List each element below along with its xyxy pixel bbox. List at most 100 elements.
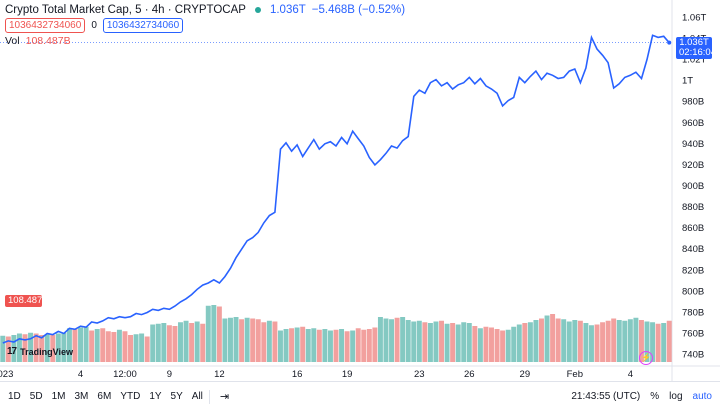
auto-toggle[interactable]: auto [692, 391, 712, 402]
volume-bar [5, 336, 11, 362]
input-high[interactable]: 1036432734060 [102, 18, 184, 33]
volume-bar [100, 328, 106, 362]
volume-bar [605, 320, 611, 362]
volume-bar [494, 329, 500, 362]
range-button-5y[interactable]: 5Y [170, 391, 183, 402]
y-tick-label: 860B [682, 223, 704, 234]
volume-bar [638, 320, 644, 362]
volume-bar [139, 333, 145, 362]
y-tick-label: 880B [682, 202, 704, 213]
range-button-1d[interactable]: 1D [8, 391, 21, 402]
volume-bar [461, 322, 467, 362]
volume-bar [205, 305, 211, 362]
log-toggle[interactable]: log [669, 391, 683, 402]
input-low[interactable]: 1036432734060 [5, 18, 86, 33]
range-button-5d[interactable]: 5D [29, 391, 43, 402]
volume-value: 108.487B [25, 35, 71, 47]
volume-bar [361, 329, 367, 362]
volume-bar [400, 317, 406, 362]
volume-bar [327, 330, 333, 362]
volume-bar [655, 323, 661, 362]
range-button-3m[interactable]: 3M [74, 391, 89, 402]
go-to-date-icon[interactable]: ⇥ [219, 391, 230, 403]
symbol-title[interactable]: Crypto Total Market Cap, 5 · 4h · CRYPTO… [5, 4, 246, 16]
x-tick-label: 12:00 [113, 369, 137, 380]
y-tick-label: 800B [682, 286, 704, 297]
y-tick-label: 780B [682, 307, 704, 318]
volume-bar [178, 322, 183, 362]
range-button-ytd[interactable]: YTD [120, 391, 141, 402]
volume-bar [289, 328, 295, 362]
x-tick-label: Feb [567, 369, 583, 380]
price-change: −5.468B (−0.52%) [311, 4, 406, 16]
volume-bar [539, 318, 544, 362]
volume-bar [416, 320, 422, 362]
volume-bar [72, 329, 78, 362]
percent-toggle[interactable]: % [650, 391, 660, 402]
tradingview-logo[interactable]: 17 TradingView [7, 346, 73, 357]
volume-bar [666, 320, 672, 362]
volume-bar [50, 335, 56, 362]
volume-bar [200, 323, 206, 362]
volume-legend: Vol 108.487B [5, 35, 71, 47]
volume-bar [128, 335, 133, 362]
volume-bar [166, 325, 172, 362]
range-button-1y[interactable]: 1Y [149, 391, 162, 402]
volume-bar [577, 320, 583, 362]
price-chart[interactable]: 1.06T1.04T1.02T1T980B960B940B920B900B880… [0, 0, 720, 382]
range-button-6m[interactable]: 6M [97, 391, 112, 402]
volume-bar [350, 330, 356, 362]
last-price-dot [667, 40, 672, 45]
volume-bar [183, 320, 189, 362]
x-tick-label: 4 [628, 369, 633, 380]
y-tick-label: 1.02T [682, 55, 706, 66]
volume-bar [544, 315, 550, 362]
volume-bar [55, 333, 61, 362]
current-price-value: 1.036T [679, 37, 709, 48]
volume-bar [372, 327, 378, 362]
x-tick-label: 23 [414, 369, 425, 380]
volume-bar [583, 323, 589, 362]
volume-bar [533, 320, 539, 362]
current-volume-tag: 108.487B [5, 295, 49, 307]
volume-bar [439, 320, 444, 362]
range-button-1m[interactable]: 1M [51, 391, 66, 402]
volume-bar [239, 319, 245, 362]
volume-bar [277, 330, 283, 362]
volume-bar [44, 334, 50, 362]
volume-bar [616, 320, 622, 362]
volume-bar [594, 324, 600, 362]
volume-bar [450, 323, 456, 362]
volume-bar [250, 318, 256, 362]
volume-bar [283, 329, 289, 362]
volume-bar [0, 335, 6, 362]
volume-bar [377, 317, 383, 362]
volume-bar [394, 317, 400, 362]
clock-time[interactable]: 21:43:55 (UTC) [571, 391, 641, 402]
volume-bar [244, 317, 250, 362]
volume-bar [300, 326, 306, 362]
volume-bar [477, 328, 483, 362]
volume-bar [527, 322, 533, 362]
bottom-toolbar: 1D 5D 1M 3M 6M YTD 1Y 5Y All ⇥ 21:43:55 (UTC) % … [0, 381, 720, 411]
last-price: 1.036T [269, 4, 306, 16]
volume-bar [94, 329, 100, 362]
market-status-icon [254, 7, 261, 13]
y-tick-label: 820B [682, 265, 704, 276]
volume-bar [366, 329, 372, 362]
x-tick-label: 19 [342, 369, 353, 380]
range-button-all[interactable]: All [191, 391, 203, 402]
volume-bar [489, 327, 494, 362]
x-tick-label: 12 [214, 369, 225, 380]
y-tick-label: 900B [682, 181, 704, 192]
volume-bar [572, 320, 578, 362]
volume-bar [427, 323, 433, 362]
y-tick-label: 980B [682, 97, 704, 108]
volume-bar [622, 320, 628, 362]
y-tick-label: 1T [682, 76, 693, 87]
flash-icon[interactable]: ⚡ [639, 351, 653, 365]
volume-bar [272, 321, 278, 362]
volume-bar [344, 331, 350, 362]
x-tick-label: 9 [167, 369, 172, 380]
volume-bar [466, 323, 472, 362]
